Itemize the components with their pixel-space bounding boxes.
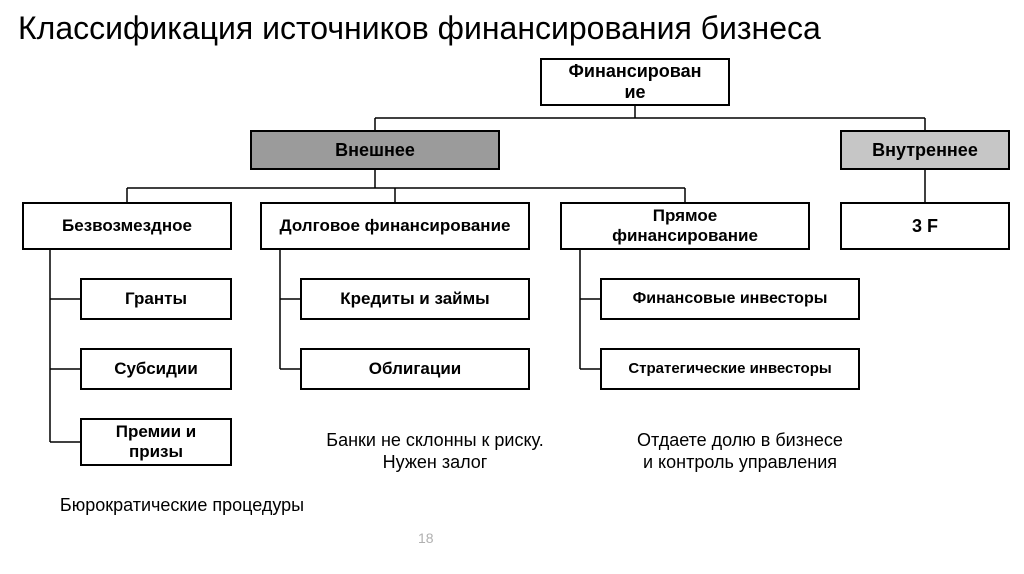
node-internal: Внутреннее xyxy=(840,130,1010,170)
page-title: Классификация источников финансирования … xyxy=(18,10,821,47)
node-threef: 3 F xyxy=(840,202,1010,250)
node-subsidies: Субсидии xyxy=(80,348,232,390)
node-loans: Кредиты и займы xyxy=(300,278,530,320)
node-bonds: Облигации xyxy=(300,348,530,390)
node-free: Безвозмездное xyxy=(22,202,232,250)
caption-banks: Банки не склонны к риску. Нужен залог xyxy=(285,430,585,473)
caption-share: Отдаете долю в бизнесе и контроль управл… xyxy=(590,430,890,473)
caption-bureau: Бюрократические процедуры xyxy=(22,495,342,517)
node-grants: Гранты xyxy=(80,278,232,320)
node-root: Финансирован ие xyxy=(540,58,730,106)
node-stratinv: Стратегические инвесторы xyxy=(600,348,860,390)
node-fininv: Финансовые инвесторы xyxy=(600,278,860,320)
node-external: Внешнее xyxy=(250,130,500,170)
page-number: 18 xyxy=(418,530,434,546)
node-prizes: Премии и призы xyxy=(80,418,232,466)
node-direct: Прямое финансирование xyxy=(560,202,810,250)
node-debt: Долговое финансирование xyxy=(260,202,530,250)
